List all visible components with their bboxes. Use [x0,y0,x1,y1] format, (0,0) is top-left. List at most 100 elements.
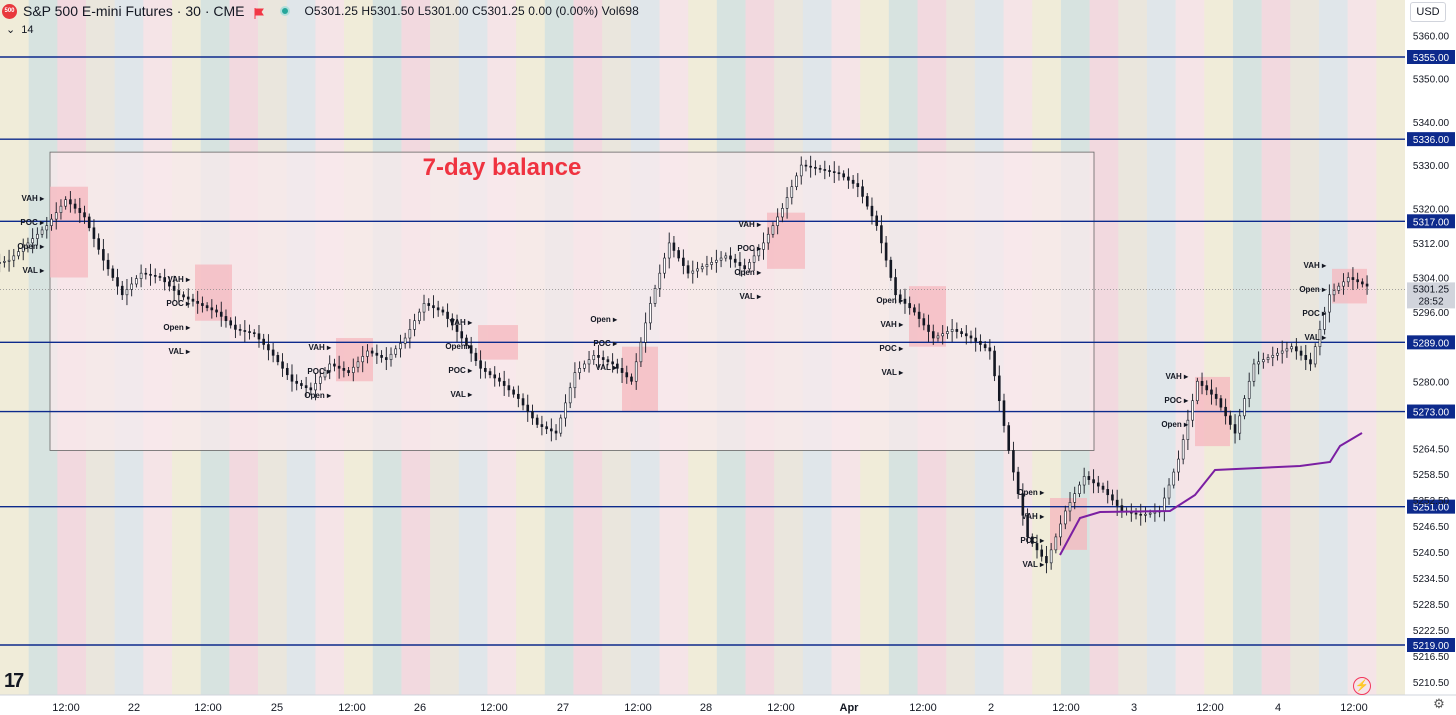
price-tick-label: 5360.00 [1413,31,1450,42]
candle-body [540,424,544,427]
price-tick-label: 5264.50 [1413,444,1450,455]
candle-body [40,229,44,235]
candle-body [823,169,827,171]
candle-body [1049,549,1053,564]
profile-label: Open ▸ [1299,285,1327,294]
profile-label: Open ▸ [17,242,45,251]
level-tag [1407,50,1455,64]
market-status-icon[interactable] [280,6,291,16]
profile-label: POC ▸ [1020,536,1045,545]
candle-body [1266,357,1270,360]
candle-body [875,215,878,226]
candle-body [1323,311,1326,330]
ohlc-readout: O5301.25 H5301.50 L5301.00 C5301.25 0.00… [304,4,639,18]
value-area-box [50,186,88,278]
candle-body [748,262,751,270]
candle-body [1247,380,1251,399]
candle-body [908,303,911,309]
candle-body [1313,346,1317,365]
candle-body [691,270,695,274]
candle-body [78,208,82,213]
balance-annotation: 7-day balance [423,154,582,181]
time-axis[interactable]: 12:00 22 12:00 25 12:00 26 12:00 27 12:00 28 12:00… [0,694,1456,715]
candle-body [766,233,770,244]
candle-body [776,216,779,226]
candle-body [229,320,232,326]
candle-body [1280,350,1284,354]
lightning-icon[interactable]: ⚡ [1353,677,1371,695]
chart-header: 500 S&P 500 E-mini Futures · 30 · CME O5… [0,0,1405,22]
candle-body [941,333,944,337]
profile-label: Open ▸ [163,323,191,332]
candle-body [50,218,53,226]
time-tick-label: 12:00 [1052,702,1080,714]
profile-label: VAH ▸ [167,275,191,284]
candle-body [634,361,638,382]
tradingview-logo-icon[interactable]: 17 [4,670,24,692]
time-tick-label: 28 [700,702,712,714]
candle-body [262,338,265,345]
time-tick-label: 27 [557,702,569,714]
value-area-box [909,286,946,347]
candle-body [1063,510,1067,525]
candle-body [950,329,954,332]
time-tick-label: 12:00 [1196,702,1224,714]
candle-body [771,225,775,235]
candle-body [1111,494,1114,501]
candle-body [389,353,393,360]
symbol-badge[interactable]: 500 [2,3,17,19]
candle-body [1078,484,1081,494]
gear-icon[interactable]: ⚙ [1433,696,1445,711]
candle-body [545,426,548,430]
candle-body [191,298,195,302]
candle-body [92,227,96,239]
candle-body [700,266,704,270]
candle-body [333,363,336,367]
candle-body [135,278,138,285]
candle-body [804,164,808,167]
candle-body [1243,398,1246,417]
candle-body [630,376,633,382]
profile-label: VAL ▸ [23,266,45,275]
symbol-title[interactable]: S&P 500 E-mini Futures · 30 · CME [23,3,245,19]
candle-body [1167,484,1171,499]
candle-body [979,340,982,345]
candle-body [224,316,228,322]
candle-body [842,173,845,178]
candle-body [432,305,435,309]
candle-body [969,335,973,339]
candle-body [880,225,883,244]
price-axis[interactable]: 5355.00 5336.00 5317.00 5289.00 5273.00 5251.… [1405,0,1456,695]
candle-body [219,311,223,317]
level-tag [1407,404,1455,419]
profile-label: VAH ▸ [738,220,762,229]
candle-body [1026,514,1029,538]
profile-label: POC ▸ [307,367,332,376]
candle-body [1087,476,1091,480]
candle-body [1120,505,1124,512]
candle-body [0,262,1,264]
candle-body [97,238,100,250]
candle-body [144,272,148,275]
profile-label: POC ▸ [879,344,904,353]
candle-body [1219,398,1223,408]
time-tick-label: 12:00 [1340,702,1368,714]
currency-selector[interactable]: USD [1410,2,1446,22]
session-band [1261,0,1291,695]
session-band [1376,0,1406,695]
price-tick-label: 5234.50 [1413,574,1450,585]
candle-body [889,259,893,278]
profile-label: VAH ▸ [308,343,332,352]
level-tag [1407,335,1455,350]
indicator-value[interactable]: 14 [21,23,34,36]
candle-body [488,371,492,376]
candle-body [1205,385,1209,391]
chevron-down-icon[interactable]: ⌄ [6,24,16,36]
flag-icon[interactable] [254,6,265,19]
candle-body [573,372,577,389]
candle-body [818,168,822,170]
candle-body [168,281,171,287]
value-area-box [1332,268,1367,304]
price-tick-label: 5222.50 [1413,626,1450,637]
